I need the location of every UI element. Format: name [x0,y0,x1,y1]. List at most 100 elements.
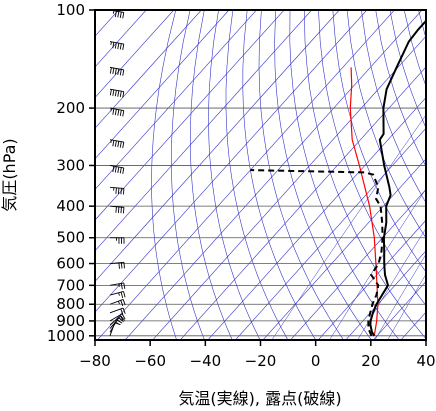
barb-flag [112,166,115,173]
x-axis-label: 気温(実線), 露点(破線) [178,389,341,408]
dry-adiabat-line [304,10,426,340]
isotherm-line [95,10,257,190]
temperature-curve [369,19,426,337]
barb-flag [121,313,126,320]
y-tick-label: 400 [56,197,85,215]
wind-barb [109,299,126,307]
dry-adiabat-line [289,10,400,340]
barb-flag [114,11,117,18]
barb-flag [122,142,125,149]
background-lines [95,10,436,343]
barb-flag [122,188,125,195]
barb-flag [122,167,125,174]
barb-half-flag [110,108,112,112]
isotherm-line [95,10,368,313]
barb-flag [120,308,124,315]
y-tick-label: 600 [56,255,85,273]
dry-adiabat-line [189,10,233,340]
barb-flag [112,140,115,147]
wind-barb [109,66,125,76]
barb-flag [120,262,123,269]
barb-flag [120,292,124,299]
wind-barb [109,261,125,269]
barb-flag [122,307,126,314]
barb-half-flag [115,321,119,325]
barb-half-flag [117,319,120,323]
barb-flag [117,90,120,97]
dry-adiabat-line [258,10,344,340]
isotherm-line [152,35,426,340]
wind-barb [109,107,125,117]
barb-half-flag [110,41,112,45]
barb-flag [119,167,122,174]
dry-adiabat-line [208,10,261,340]
dry-adiabat-line [225,10,289,340]
wind-barb [109,291,126,299]
y-tick-label: 100 [56,1,85,19]
barb-flag [120,207,122,214]
barb-flag [109,67,112,74]
dewpoint-curve [250,169,384,337]
barb-half-flag [118,283,120,287]
isotherm-line [95,10,285,221]
x-tick-label: 0 [311,352,321,370]
dry-adiabat-line [361,10,426,204]
barb-flag [115,187,117,194]
barb-flag [122,12,125,19]
isotherm-line [345,250,426,340]
barb-flag [114,109,117,116]
wind-barb [109,88,125,98]
barb-flag [112,89,115,96]
y-tick-label: 200 [56,99,85,117]
barb-flag [114,166,117,173]
barb-flag [117,11,120,18]
profile-curves [250,19,426,337]
isotherm-line [179,66,426,340]
isotherm-line [426,10,436,343]
barb-staff [109,186,124,189]
barb-flag [120,188,122,195]
wind-barb [109,307,126,315]
x-tick-label: 40 [416,352,435,370]
mixing-ratio-line [329,188,426,340]
barb-staff [109,205,124,208]
barb-flag [122,43,125,50]
barb-staff [109,299,124,305]
barb-flag [119,109,122,117]
barb-flag [112,42,115,49]
mixing-ratio-line [357,227,426,340]
x-axis-ticks: −80 −60 −40 −20 0 20 40 [79,340,436,370]
barb-flag [119,43,122,50]
mixing-ratio-line [271,114,426,340]
barb-flag [114,42,117,49]
wind-barb [109,165,125,174]
barb-flag [118,262,120,269]
barb-flag [119,314,124,321]
barb-flag [122,91,125,98]
wind-barb [109,139,125,149]
dry-adiabat-line [375,10,426,168]
barb-staff [109,307,124,314]
barb-flag [123,282,126,289]
barb-flag [112,67,115,75]
barb-flag [117,43,120,50]
barb-flag [123,262,125,269]
isotherm-line [95,10,230,160]
isobar-lines [95,10,426,337]
x-tick-label: −40 [190,352,222,370]
barb-half-flag [118,317,122,320]
isotherm-line [234,127,426,340]
mixing-ratio-line [387,273,426,340]
barb-flag [119,141,122,148]
dry-adiabat-line [274,10,372,340]
barb-flag [119,11,122,18]
x-tick-label: 20 [361,352,380,370]
isotherm-line [262,158,426,340]
isotherm-line [97,10,395,340]
barb-half-flag [112,10,115,14]
barb-half-flag [117,301,120,305]
isotherm-line [95,10,202,129]
isotherm-line [290,189,426,340]
barb-flag [117,141,120,148]
